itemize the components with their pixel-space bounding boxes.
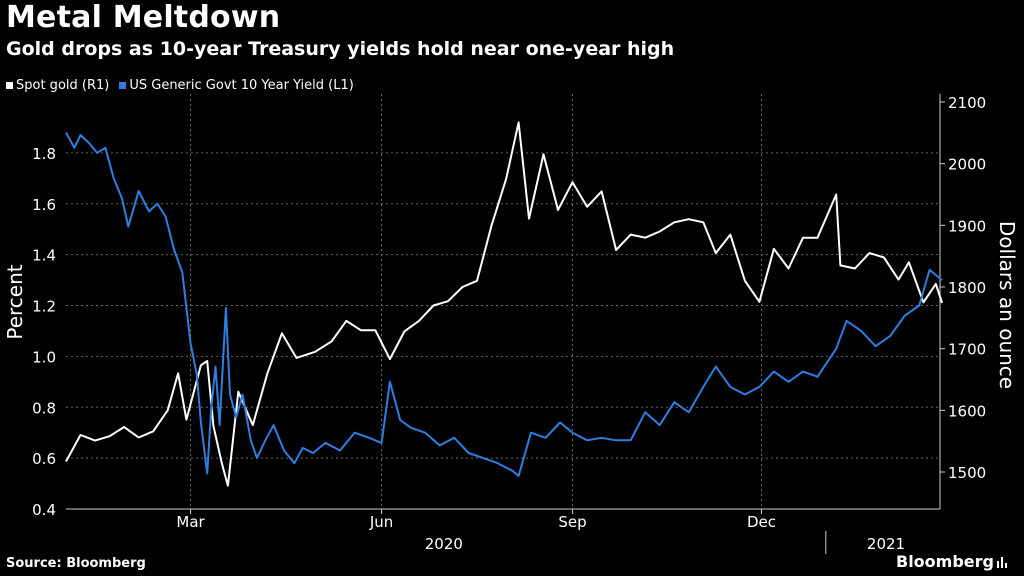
right-tick-label: 1500 xyxy=(948,464,986,482)
left-tick-label: 0.4 xyxy=(32,501,56,519)
chart-icon xyxy=(996,556,1007,568)
x-year-label: 2021 xyxy=(867,535,905,553)
chart-subtitle: Gold drops as 10-year Treasury yields ho… xyxy=(6,38,675,60)
x-tick-label: Sep xyxy=(558,513,586,531)
treasury-yield-line xyxy=(65,132,943,477)
right-tick-label: 1900 xyxy=(948,217,986,235)
legend-swatch-gold xyxy=(6,82,13,89)
brand-name: Bloomberg xyxy=(896,552,994,571)
right-tick-label: 1700 xyxy=(948,341,986,359)
legend-item-yield: US Generic Govt 10 Year Yield (L1) xyxy=(119,78,354,93)
legend-swatch-yield xyxy=(119,82,127,89)
left-axis-label: Percent xyxy=(3,264,27,339)
spot-gold-line xyxy=(65,121,944,487)
legend-label-yield: US Generic Govt 10 Year Yield (L1) xyxy=(129,78,354,93)
x-tick-label: Mar xyxy=(176,513,205,531)
left-tick-label: 1.4 xyxy=(32,247,56,265)
right-axis-label: Dollars an ounce xyxy=(995,221,1019,389)
left-tick-label: 0.8 xyxy=(32,399,56,417)
legend: Spot gold (R1) US Generic Govt 10 Year Y… xyxy=(6,78,364,93)
x-axis-tick-labels: Mar Jun Sep Dec 2020 2021 xyxy=(176,513,905,553)
right-axis-tick-labels: 1500 1600 1700 1800 1900 2000 2100 xyxy=(948,94,986,482)
left-tick-label: 1.6 xyxy=(32,196,56,214)
right-tick-label: 2100 xyxy=(948,94,986,112)
left-tick-label: 1.8 xyxy=(32,145,56,163)
x-tick-label: Jun xyxy=(369,513,393,531)
source-note: Source: Bloomberg xyxy=(6,556,146,571)
legend-item-gold: Spot gold (R1) xyxy=(6,78,109,93)
legend-label-gold: Spot gold (R1) xyxy=(16,78,110,93)
right-tick-label: 2000 xyxy=(948,156,986,174)
x-tick-label: Dec xyxy=(747,513,776,531)
left-axis-tick-labels: 0.4 0.6 0.8 1.0 1.2 1.4 1.6 1.8 xyxy=(32,145,56,519)
chart-title: Metal Meltdown xyxy=(6,0,281,35)
right-tick-label: 1800 xyxy=(948,279,986,297)
series-layer xyxy=(65,121,944,487)
brand-logo: Bloomberg xyxy=(896,552,1010,571)
left-tick-label: 0.6 xyxy=(32,450,56,468)
right-tick-label: 1600 xyxy=(948,402,986,420)
left-tick-label: 1.0 xyxy=(32,348,56,366)
left-tick-label: 1.2 xyxy=(32,298,56,316)
grid-lines xyxy=(66,94,945,554)
x-year-label: 2020 xyxy=(425,535,463,553)
